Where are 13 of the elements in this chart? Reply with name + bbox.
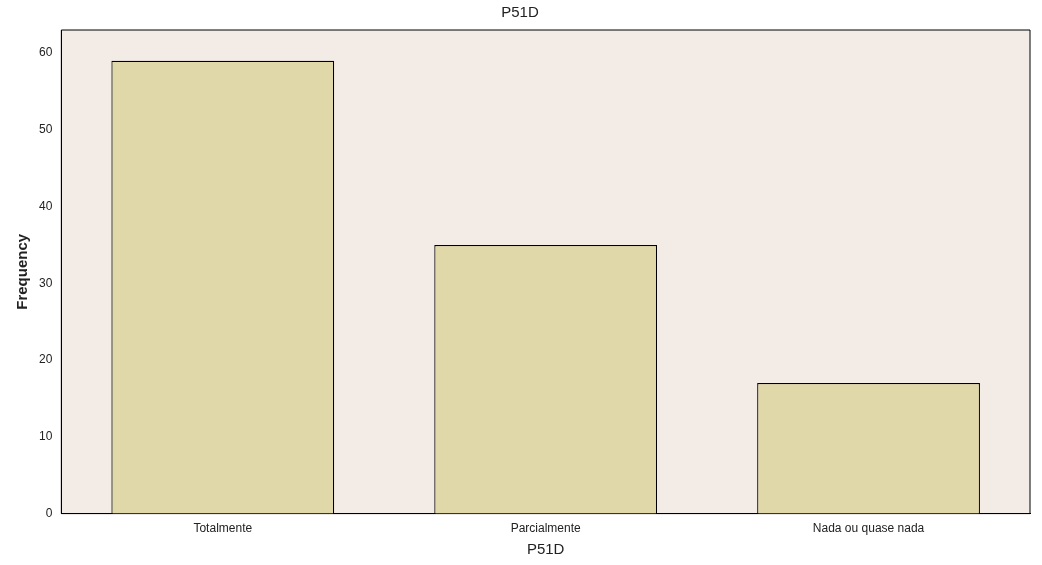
x-tick-label: Totalmente xyxy=(193,521,253,536)
y-tick-label: 30 xyxy=(38,275,53,290)
x-tick-label: Nada ou quase nada xyxy=(812,521,925,536)
y-tick-label: 10 xyxy=(38,429,53,444)
y-tick-label: 60 xyxy=(38,45,53,60)
y-tick-label: 50 xyxy=(38,122,53,137)
y-axis-title: Frequency xyxy=(13,233,31,310)
chart-title: P51D xyxy=(501,3,539,21)
x-tick-label: Parcialmente xyxy=(510,521,582,536)
y-tick-label: 20 xyxy=(38,352,53,367)
x-axis-title: P51D xyxy=(526,540,565,558)
y-tick-label: 0 xyxy=(45,505,53,520)
y-tick-label: 40 xyxy=(38,198,53,213)
